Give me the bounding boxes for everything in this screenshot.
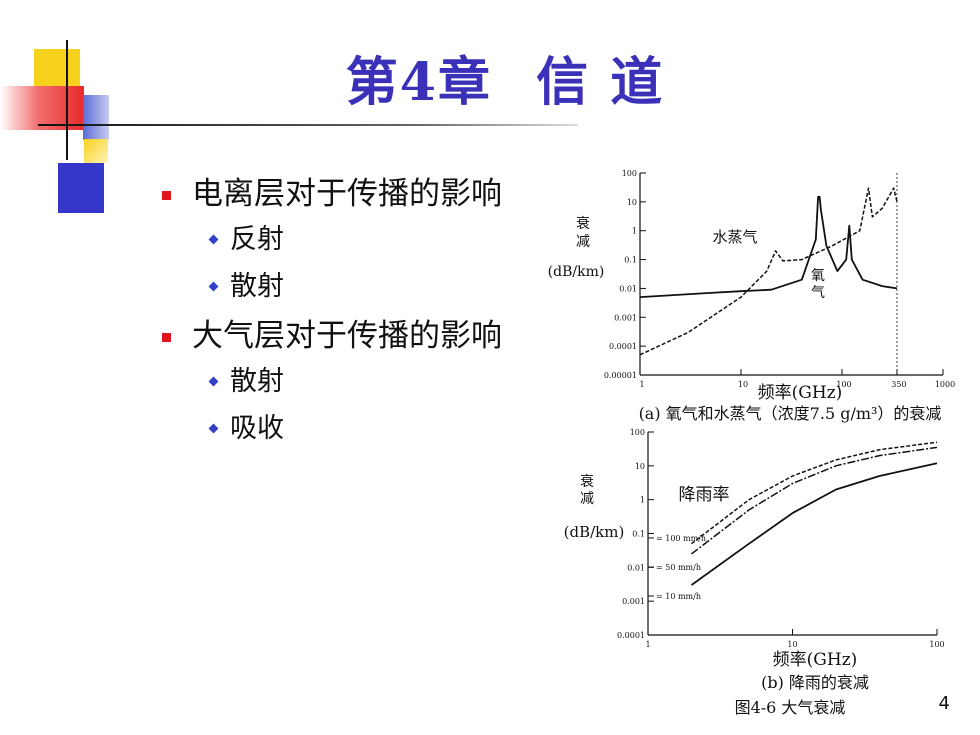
x-tick-label: 100: [836, 380, 851, 389]
sub-bullet-absorption: 吸收: [160, 405, 502, 452]
y-tick-label: 0.1: [632, 530, 645, 539]
y-tick-label: 0.001: [614, 313, 637, 322]
deco-red-bar: [0, 86, 84, 130]
y-tick-label: 10: [627, 198, 637, 207]
chart-a-xlabel: 频率(GHz): [758, 383, 843, 403]
sub-bullet-scattering-2: 散射: [160, 358, 502, 405]
annotation-water-vapor: 水蒸气: [712, 228, 757, 246]
sub-bullet-scattering: 散射: [160, 263, 502, 310]
title-chapter: 第4章: [345, 52, 492, 113]
chart-a-ylabel-1: 衰: [576, 215, 590, 232]
figure-caption: 图4-6 大气衰减: [735, 698, 846, 717]
series-line: [639, 195, 898, 298]
y-tick-label: 0.1: [624, 256, 637, 265]
y-tick-label: 100: [622, 169, 637, 178]
y-tick-label: 0.01: [627, 563, 645, 572]
bullet-atmosphere: 大气层对于传播的影响: [160, 314, 502, 358]
chart-b-ylabel-2: 减: [580, 491, 594, 507]
y-tick-label: 0.00001: [604, 371, 637, 380]
page-title: 第4章 信 道: [0, 40, 980, 115]
chart-b: 衰 减 (dB/km) 降雨率 频率(GHz) (b) 降雨的衰减 100 10 1…: [564, 428, 945, 692]
chart-a-ylabel-2: 减: [576, 234, 590, 250]
title-topic: 信 道: [536, 52, 665, 113]
series-line: [639, 187, 898, 356]
x-tick-label: 10: [787, 640, 797, 649]
y-tick-label: 1: [640, 496, 645, 505]
y-tick-label: 0.0001: [617, 631, 645, 640]
y-tick-label: 0.01: [619, 284, 637, 293]
chart-a-ylabel-unit: (dB/km): [548, 264, 605, 280]
page-number: 4: [938, 693, 950, 714]
y-tick-label: 0.001: [622, 597, 645, 606]
series-label: = 100 mm/h: [656, 534, 706, 543]
series-line: [691, 446, 938, 555]
x-tick-label: 1: [645, 640, 650, 649]
bullet-ionosphere: 电离层对于传播的影响: [160, 172, 502, 216]
x-tick-label: 1: [639, 380, 644, 389]
deco-vertical-line: [66, 40, 68, 160]
y-tick-label: 100: [630, 428, 645, 437]
deco-yellow-small: [84, 139, 108, 163]
annotation-oxygen-2: 气: [811, 285, 825, 301]
annotation-rain-rate: 降雨率: [679, 485, 730, 505]
series-label: = 10 mm/h: [656, 592, 701, 601]
deco-blue-square: [58, 163, 104, 213]
series-label: = 50 mm/h: [656, 563, 701, 572]
y-tick-label: 0.0001: [609, 342, 637, 351]
x-tick-label: 10: [738, 380, 748, 389]
bullet-list: 电离层对于传播的影响 反射 散射 大气层对于传播的影响 散射 吸收: [160, 172, 502, 452]
y-tick-label: 1: [632, 227, 637, 236]
title-underline: [38, 124, 578, 126]
y-tick-label: 10: [635, 462, 645, 471]
chart-b-ylabel-1: 衰: [580, 473, 594, 490]
x-tick-label: 1000: [935, 380, 955, 389]
x-tick-label: 350: [891, 380, 906, 389]
series-line: [691, 441, 938, 545]
series-line: [690, 462, 938, 586]
chart-a-caption: (a) 氧气和水蒸气（浓度7.5 g/m³）的衰减: [639, 404, 942, 423]
chart-b-ylabel-unit: (dB/km): [564, 523, 625, 541]
chart-b-xlabel: 频率(GHz): [773, 650, 858, 670]
annotation-oxygen-1: 氧: [811, 268, 825, 284]
x-tick-label: 100: [929, 640, 944, 649]
deco-blue-small: [83, 95, 109, 140]
chart-b-caption: (b) 降雨的衰减: [761, 673, 869, 692]
chart-a: 衰 减 (dB/km) 频率(GHz) 水蒸气 氧 气 (a) 氧气和水蒸气（浓…: [548, 169, 956, 423]
sub-bullet-reflection: 反射: [160, 216, 502, 263]
